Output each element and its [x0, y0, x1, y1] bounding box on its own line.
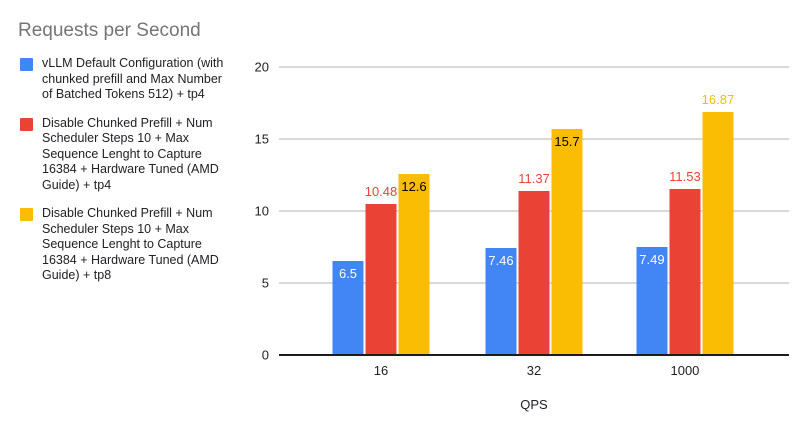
legend-swatch-blue	[20, 58, 33, 71]
bar-value-label: 7.49	[639, 252, 665, 268]
legend-label: Disable Chunked Prefill + Num Scheduler …	[42, 115, 219, 192]
bar-value-label: 16.87	[701, 92, 735, 108]
bar-group-16: 6.5 10.48 12.6	[332, 67, 430, 355]
y-tick-label: 0	[261, 347, 269, 363]
bar-value-label: 10.48	[364, 184, 398, 200]
legend-item-tuned-tp4: Disable Chunked Prefill + Num Scheduler …	[20, 116, 250, 194]
legend-item-tuned-tp8: Disable Chunked Prefill + Num Scheduler …	[20, 206, 250, 284]
bar-series2-qps32: 11.37	[518, 171, 550, 355]
bar-series2-qps16: 10.48	[365, 184, 397, 355]
y-tick-label: 20	[254, 59, 269, 75]
bar-series2-qps1000: 11.53	[669, 169, 701, 355]
bar-series1-qps32: 7.46	[485, 247, 517, 355]
gridline	[279, 66, 789, 68]
legend-swatch-yellow	[20, 208, 33, 221]
bar-value-label: 6.5	[338, 266, 358, 282]
x-axis-title: QPS	[520, 397, 548, 412]
gridline	[279, 138, 789, 140]
bar-value-label: 12.6	[401, 178, 427, 194]
bar-series3-qps1000: 16.87	[702, 92, 734, 355]
bar-group-32: 7.46 11.37 15.7	[485, 67, 583, 355]
y-tick-label: 15	[254, 131, 269, 147]
bar-value-label: 7.46	[488, 252, 514, 268]
y-tick-label: 5	[261, 275, 269, 291]
bar-value-label: 11.53	[669, 168, 701, 184]
bar-series1-qps16: 6.5	[332, 261, 364, 355]
legend-label: Disable Chunked Prefill + Num Scheduler …	[42, 206, 219, 282]
bar-series1-qps1000: 7.49	[636, 247, 668, 355]
bar-group-1000: 7.49 11.53 16.87	[636, 67, 734, 355]
y-tick-label: 10	[254, 203, 269, 219]
x-tick-label: 1000	[670, 363, 700, 378]
x-axis-line	[279, 354, 789, 356]
x-tick-label: 16	[373, 363, 389, 378]
bar-value-label: 15.7	[554, 133, 580, 149]
legend-swatch-red	[20, 117, 33, 131]
legend-label: vLLM Default Configuration (with chunked…	[42, 56, 224, 101]
bar-value-label: 11.37	[518, 171, 550, 187]
chart-title: Requests per Second	[18, 20, 201, 41]
x-tick-label: 32	[526, 363, 542, 378]
bar-series3-qps16: 12.6	[398, 173, 430, 355]
bar-series3-qps32: 15.7	[551, 128, 583, 355]
plot-area: 0 5 10 15 20 6.5 10.48 12.6 16 7.46 11.37 15.7 32 7.4…	[255, 60, 789, 378]
legend-item-vllm-default: vLLM Default Configuration (with chunked…	[20, 56, 250, 103]
legend: vLLM Default Configuration (with chunked…	[20, 56, 250, 284]
